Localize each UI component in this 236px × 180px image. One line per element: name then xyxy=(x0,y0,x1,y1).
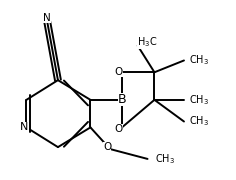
Text: O: O xyxy=(103,142,111,152)
Text: H$_3$C: H$_3$C xyxy=(137,35,158,49)
Text: CH$_3$: CH$_3$ xyxy=(189,93,209,107)
Text: B: B xyxy=(118,93,126,106)
Text: O: O xyxy=(115,67,123,77)
Text: N: N xyxy=(20,122,29,132)
Text: CH$_3$: CH$_3$ xyxy=(189,115,209,128)
Text: CH$_3$: CH$_3$ xyxy=(155,152,175,166)
Text: CH$_3$: CH$_3$ xyxy=(189,54,209,67)
Text: O: O xyxy=(115,124,123,134)
Text: N: N xyxy=(43,13,51,23)
